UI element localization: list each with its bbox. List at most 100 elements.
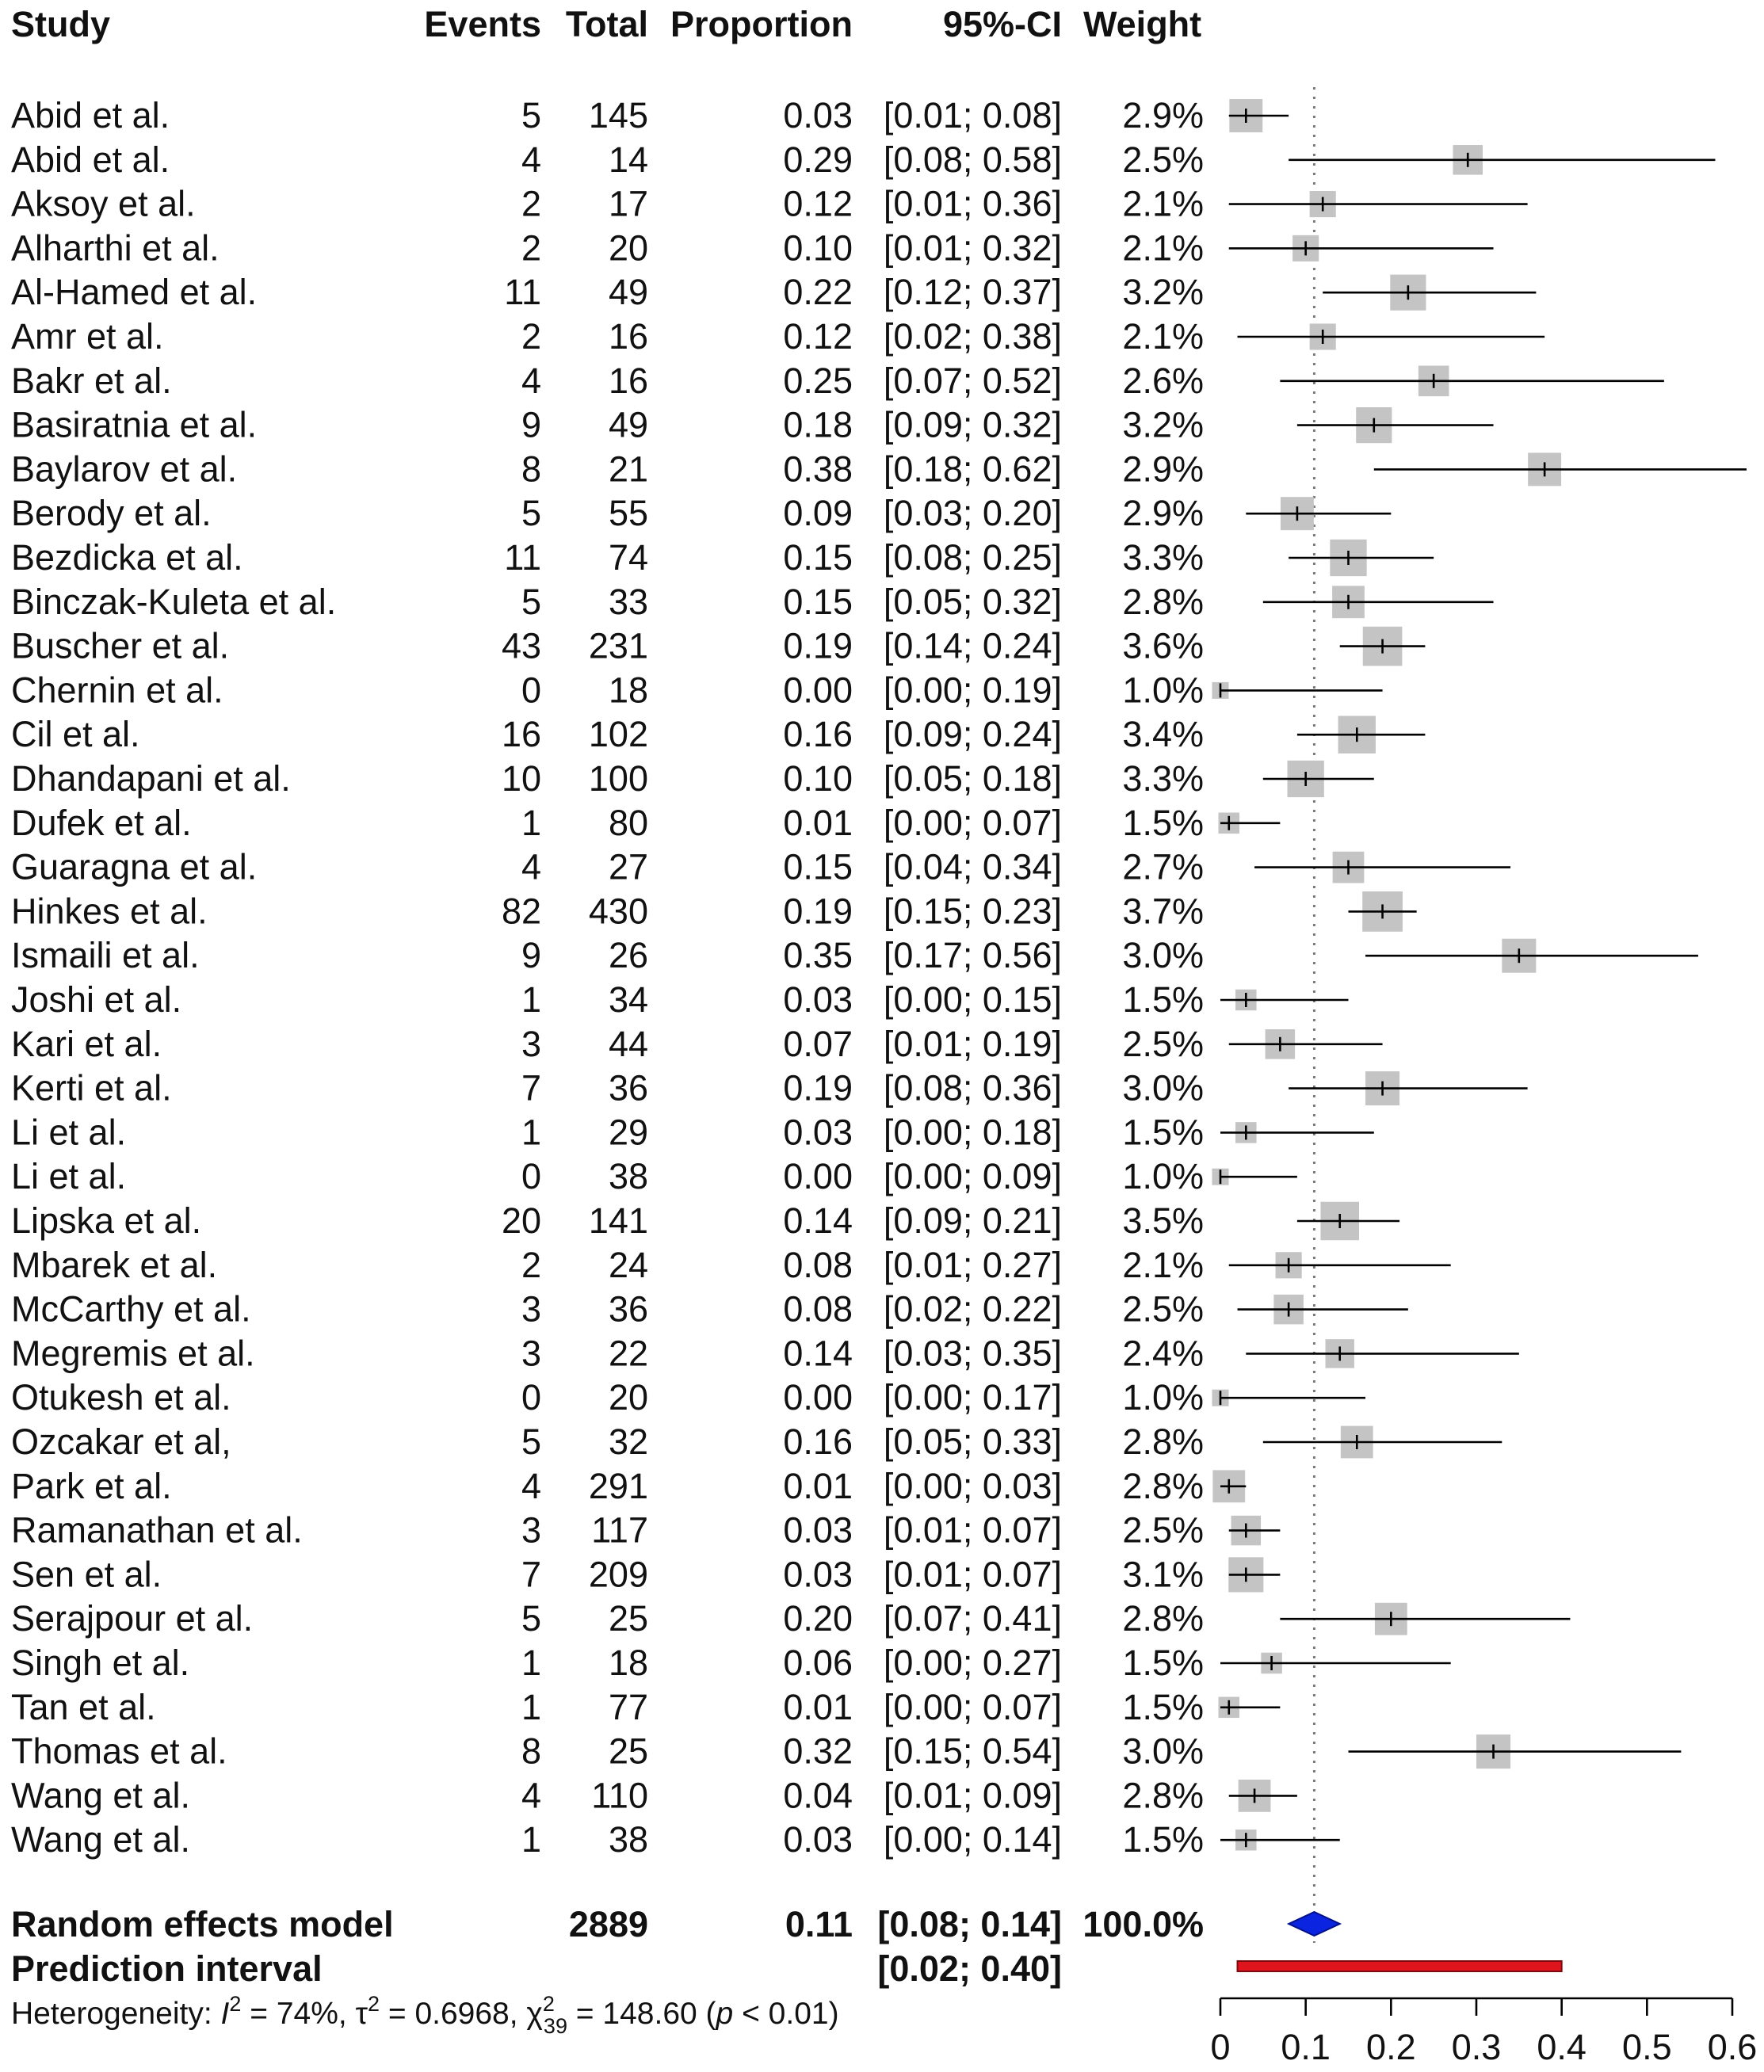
- study-weight: 3.1%: [1122, 1554, 1204, 1594]
- study-events: 2: [521, 1245, 541, 1285]
- study-weight: 2.5%: [1122, 1024, 1204, 1064]
- study-total: 25: [609, 1598, 648, 1639]
- study-total: 77: [609, 1687, 648, 1727]
- study-name: Singh et al.: [11, 1643, 189, 1683]
- study-ci: [0.01; 0.08]: [884, 95, 1062, 135]
- study-proportion: 0.12: [783, 184, 853, 224]
- study-name: Baylarov et al.: [11, 448, 237, 489]
- study-proportion: 0.00: [783, 670, 853, 710]
- study-weight: 2.9%: [1122, 493, 1204, 533]
- x-tick-label: 0.3: [1452, 2027, 1502, 2067]
- study-name: Bezdicka et al.: [11, 537, 243, 578]
- study-weight: 2.8%: [1122, 1466, 1204, 1506]
- study-events: 3: [521, 1333, 541, 1373]
- study-name: Li et al.: [11, 1156, 126, 1196]
- study-total: 26: [609, 935, 648, 975]
- study-ci: [0.01; 0.09]: [884, 1775, 1062, 1815]
- study-events: 5: [521, 95, 541, 135]
- study-ci: [0.05; 0.18]: [884, 758, 1062, 799]
- study-weight: 3.5%: [1122, 1200, 1204, 1241]
- study-ci: [0.08; 0.36]: [884, 1068, 1062, 1109]
- study-ci: [0.08; 0.25]: [884, 537, 1062, 578]
- study-total: 430: [589, 891, 648, 931]
- chi-superscript: 2: [543, 1992, 555, 2016]
- study-events: 5: [521, 1598, 541, 1639]
- study-ci: [0.02; 0.22]: [884, 1289, 1062, 1330]
- study-name: Mbarek et al.: [11, 1245, 217, 1285]
- tau-symbol: τ: [356, 1997, 368, 2031]
- study-weight: 1.5%: [1122, 1687, 1204, 1727]
- study-total: 27: [609, 847, 648, 887]
- study-name: Chernin et al.: [11, 670, 223, 710]
- study-total: 25: [609, 1731, 648, 1772]
- study-name: Al-Hamed et al.: [11, 272, 257, 312]
- header-row: Study Events Total Proportion 95%-CI Wei…: [11, 4, 1201, 44]
- tau-value: = 0.6968,: [380, 1997, 526, 2031]
- study-events: 5: [521, 1421, 541, 1462]
- study-ci: [0.07; 0.52]: [884, 361, 1062, 401]
- study-ci: [0.12; 0.37]: [884, 272, 1062, 312]
- study-total: 49: [609, 405, 648, 445]
- study-weight: 2.7%: [1122, 847, 1204, 887]
- study-proportion: 0.22: [783, 272, 853, 312]
- study-total: 16: [609, 361, 648, 401]
- study-weight: 3.3%: [1122, 758, 1204, 799]
- study-proportion: 0.03: [783, 95, 853, 135]
- study-events: 4: [521, 1466, 541, 1506]
- study-weight: 3.3%: [1122, 537, 1204, 578]
- study-name: Thomas et al.: [11, 1731, 227, 1772]
- study-proportion: 0.09: [783, 493, 853, 533]
- study-weight: 2.5%: [1122, 1289, 1204, 1330]
- study-ci: [0.01; 0.32]: [884, 227, 1062, 268]
- study-proportion: 0.12: [783, 316, 853, 357]
- x-tick-label: 0.2: [1366, 2027, 1416, 2067]
- study-events: 4: [521, 139, 541, 180]
- study-proportion: 0.03: [783, 1554, 853, 1594]
- study-name: Abid et al.: [11, 139, 170, 180]
- study-proportion: 0.10: [783, 227, 853, 268]
- study-events: 3: [521, 1510, 541, 1551]
- study-events: 9: [521, 405, 541, 445]
- study-events: 4: [521, 1775, 541, 1815]
- pooled-estimate-diamond: [1286, 1910, 1342, 1937]
- study-ci: [0.02; 0.38]: [884, 316, 1062, 357]
- chi-symbol: χ: [526, 1997, 543, 2031]
- study-ci: [0.07; 0.41]: [884, 1598, 1062, 1639]
- study-events: 20: [502, 1200, 541, 1241]
- study-proportion: 0.38: [783, 448, 853, 489]
- study-ci: [0.04; 0.34]: [884, 847, 1062, 887]
- study-proportion: 0.15: [783, 537, 853, 578]
- study-ci: [0.15; 0.54]: [884, 1731, 1062, 1772]
- study-total: 18: [609, 1643, 648, 1683]
- study-total: 36: [609, 1289, 648, 1330]
- study-name: Hinkes et al.: [11, 891, 208, 931]
- i2-superscript: 2: [229, 1992, 241, 2016]
- study-total: 32: [609, 1421, 648, 1462]
- study-ci: [0.14; 0.24]: [884, 626, 1062, 666]
- study-events: 1: [521, 1112, 541, 1152]
- study-ci: [0.01; 0.07]: [884, 1510, 1062, 1551]
- study-total: 102: [589, 714, 648, 754]
- study-events: 3: [521, 1289, 541, 1330]
- study-proportion: 0.16: [783, 1421, 853, 1462]
- study-name: Bakr et al.: [11, 361, 172, 401]
- study-name: Otukesh et al.: [11, 1377, 231, 1418]
- study-proportion: 0.10: [783, 758, 853, 799]
- study-total: 38: [609, 1156, 648, 1196]
- study-events: 8: [521, 448, 541, 489]
- study-events: 7: [521, 1554, 541, 1594]
- study-name: Megremis et al.: [11, 1333, 255, 1373]
- study-total: 18: [609, 670, 648, 710]
- study-ci: [0.17; 0.56]: [884, 935, 1062, 975]
- study-events: 5: [521, 582, 541, 622]
- study-total: 33: [609, 582, 648, 622]
- study-name: Serajpour et al.: [11, 1598, 253, 1639]
- study-name: Abid et al.: [11, 95, 170, 135]
- study-total: 14: [609, 139, 648, 180]
- study-name: Amr et al.: [11, 316, 164, 357]
- study-name: Kari et al.: [11, 1024, 162, 1064]
- study-name: Kerti et al.: [11, 1068, 172, 1109]
- study-proportion: 0.32: [783, 1731, 853, 1772]
- study-proportion: 0.04: [783, 1775, 853, 1815]
- study-weight: 2.8%: [1122, 1598, 1204, 1639]
